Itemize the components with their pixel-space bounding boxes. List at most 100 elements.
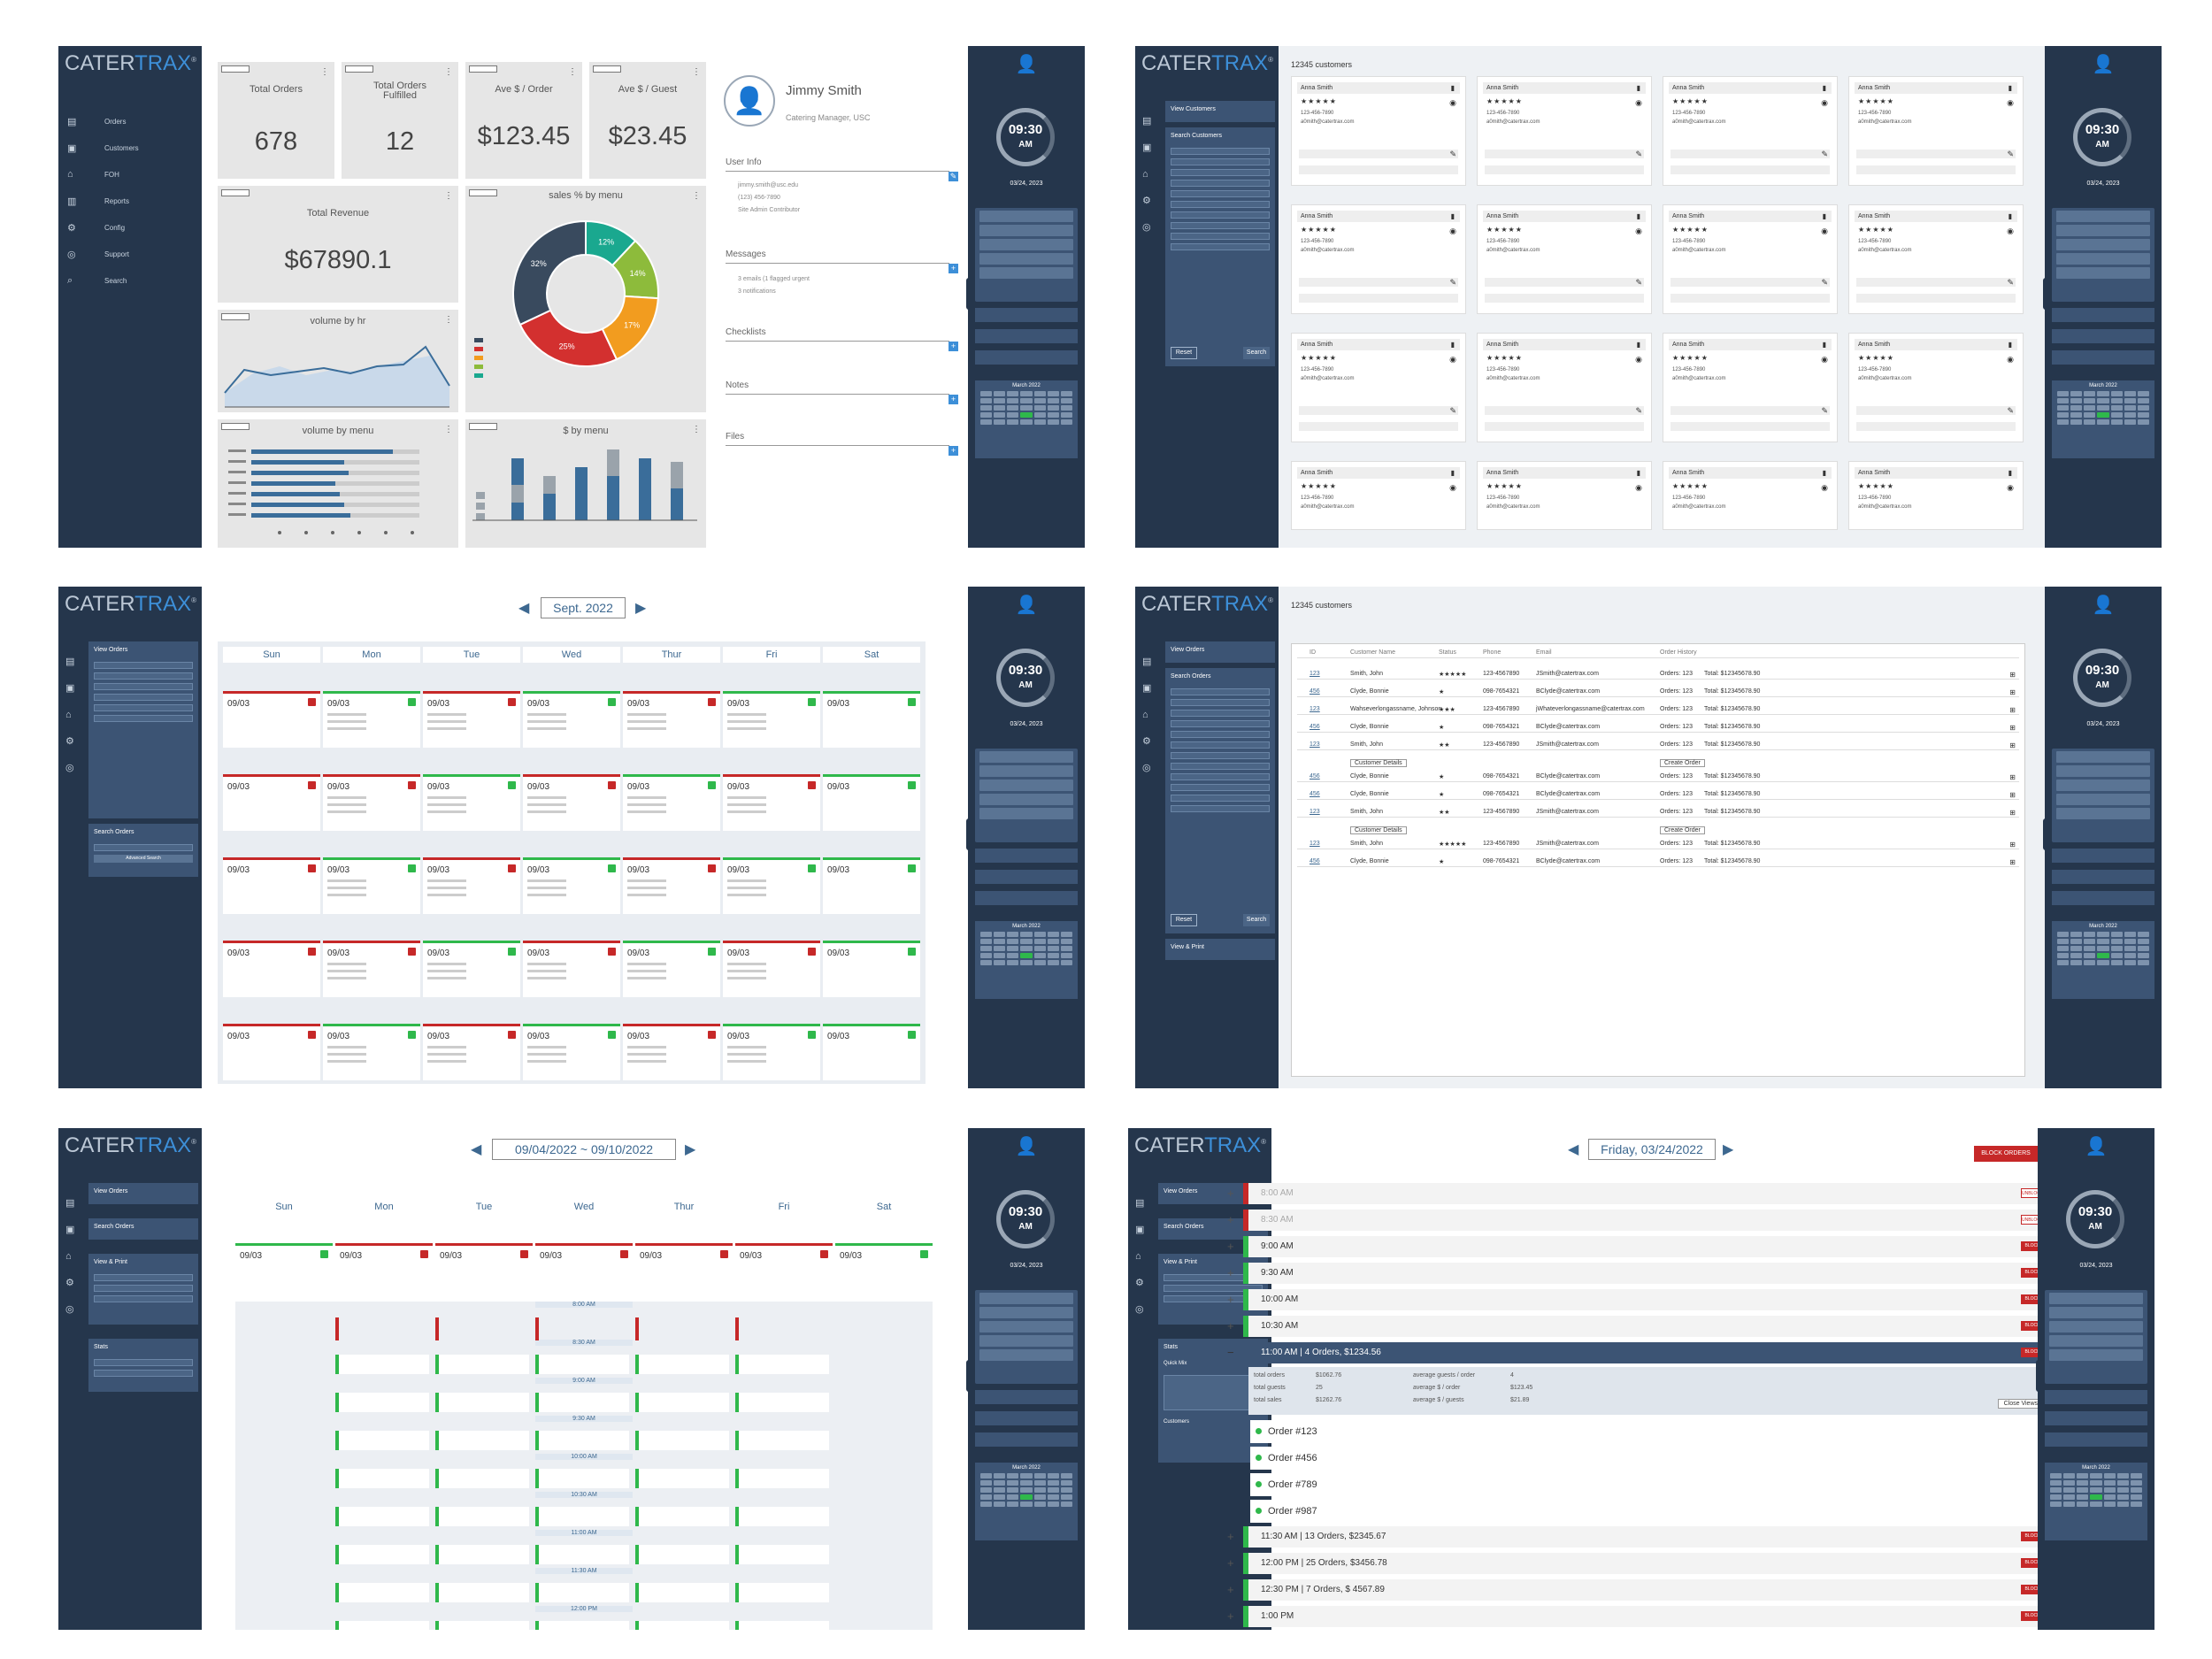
edit-icon[interactable]: ✎ bbox=[2007, 278, 2014, 287]
store-icon[interactable]: ⌂ bbox=[1135, 1251, 1141, 1262]
calendar-day-cell[interactable]: 09/03 bbox=[323, 774, 420, 831]
row-id[interactable]: 456 bbox=[1310, 858, 1320, 864]
order-row[interactable]: Order #789 bbox=[1250, 1473, 2053, 1496]
todays-orders-button[interactable] bbox=[975, 1390, 1078, 1404]
status-icon[interactable] bbox=[408, 698, 416, 706]
delete-icon[interactable]: ▮ bbox=[2008, 469, 2012, 477]
nav-foh[interactable]: ⌂ FOH bbox=[67, 161, 200, 188]
form-field[interactable] bbox=[1171, 222, 1270, 229]
status-icon[interactable] bbox=[908, 864, 916, 872]
expand-icon[interactable]: + bbox=[1227, 1609, 1234, 1623]
user-icon[interactable]: 👤 bbox=[2092, 55, 2115, 74]
row-expand-icon[interactable]: ⊞ bbox=[2009, 741, 2016, 749]
calendar-day-cell[interactable]: 09/03 bbox=[835, 1243, 933, 1298]
edit-icon[interactable]: ✎ bbox=[1449, 406, 1456, 415]
row-id[interactable]: 456 bbox=[1310, 724, 1320, 730]
row-expand-icon[interactable]: ⊞ bbox=[2009, 706, 2016, 714]
block-orders-button[interactable]: BLOCK ORDERS bbox=[1974, 1146, 2038, 1162]
pie-slice[interactable] bbox=[518, 309, 618, 367]
kebab-icon[interactable]: ⋮ bbox=[444, 191, 453, 201]
order-slot[interactable] bbox=[735, 1431, 829, 1450]
view-icon[interactable]: ◉ bbox=[1449, 98, 1456, 107]
status-icon[interactable] bbox=[608, 948, 616, 956]
expand-icon[interactable]: + bbox=[1227, 1556, 1234, 1570]
mini-calendar[interactable]: March 2022 bbox=[975, 380, 1078, 458]
calendar-day-cell[interactable]: 09/03 bbox=[223, 857, 320, 914]
expand-icon[interactable]: + bbox=[1227, 1530, 1234, 1543]
user-icon[interactable]: 👤 bbox=[1015, 1137, 1038, 1156]
calendar-day-cell[interactable]: 09/03 bbox=[423, 941, 520, 997]
nav-config[interactable]: ⚙ Config bbox=[67, 214, 200, 241]
edit-icon[interactable]: ✎ bbox=[1821, 150, 1828, 158]
delete-icon[interactable]: ▮ bbox=[2008, 341, 2012, 349]
time-slot-row[interactable]: +12:30 PM | 7 Orders, $ 4567.89 BLOCK bbox=[1227, 1579, 2053, 1601]
sidebar-toggle[interactable] bbox=[2043, 818, 2048, 850]
kebab-icon[interactable]: ⋮ bbox=[444, 425, 453, 434]
section-files[interactable]: Files bbox=[726, 432, 949, 446]
block-button[interactable]: BLOCK bbox=[2021, 1558, 2044, 1568]
customer-card[interactable]: Anna Smith ▮ ★★★★★ ◉ 123-456-7890 a0mith@cate… bbox=[1663, 333, 1838, 442]
time-slot-row[interactable]: +10:30 AM BLOCK bbox=[1227, 1316, 2053, 1337]
view-orders-section[interactable]: View Orders bbox=[1165, 641, 1275, 663]
order-slot[interactable] bbox=[635, 1583, 729, 1602]
customer-card[interactable]: Anna Smith ▮ ★★★★★ ◉ 123-456-7890 a0mith@cate… bbox=[1663, 76, 1838, 186]
status-icon[interactable] bbox=[708, 1031, 716, 1039]
calendar-day-cell[interactable]: 09/03 bbox=[235, 1243, 333, 1298]
section-checklists[interactable]: Checklists bbox=[726, 327, 949, 342]
row-expand-icon[interactable]: ⊞ bbox=[2009, 841, 2016, 849]
status-icon[interactable] bbox=[508, 948, 516, 956]
user-icon[interactable]: 👤 bbox=[2092, 595, 2115, 615]
status-icon[interactable] bbox=[520, 1250, 528, 1258]
store-icon[interactable]: ⌂ bbox=[1142, 710, 1148, 720]
order-slot[interactable] bbox=[735, 1545, 829, 1564]
edit-icon[interactable]: ✎ bbox=[949, 172, 958, 181]
status-icon[interactable] bbox=[608, 864, 616, 872]
time-slot-row[interactable]: +12:00 PM | 25 Orders, $3456.78 BLOCK bbox=[1227, 1553, 2053, 1574]
edit-icon[interactable]: ✎ bbox=[2007, 406, 2014, 415]
calendar-day-cell[interactable]: 09/03 bbox=[423, 857, 520, 914]
order-slot[interactable] bbox=[535, 1545, 629, 1564]
order-row[interactable]: Order #456 bbox=[1250, 1447, 2053, 1470]
calendar-day-cell[interactable]: 09/03 bbox=[823, 857, 920, 914]
calendar-day-cell[interactable]: 09/03 bbox=[323, 1024, 420, 1080]
todays-orders-button[interactable] bbox=[975, 849, 1078, 863]
calendar-day-cell[interactable]: 09/03 bbox=[335, 1243, 433, 1298]
edit-icon[interactable]: ✎ bbox=[1635, 150, 1642, 158]
order-slot[interactable] bbox=[435, 1469, 529, 1488]
block-button[interactable]: BLOCK bbox=[2021, 1532, 2044, 1541]
order-slot[interactable] bbox=[635, 1431, 729, 1450]
view-icon[interactable]: ◉ bbox=[1449, 227, 1456, 235]
col-phone[interactable]: Phone bbox=[1483, 649, 1502, 656]
status-icon[interactable] bbox=[508, 698, 516, 706]
week-range-title[interactable]: 09/04/2022 ~ 09/10/2022 bbox=[492, 1139, 676, 1160]
status-icon[interactable] bbox=[608, 698, 616, 706]
search-button[interactable]: Search bbox=[1243, 914, 1270, 926]
reset-button[interactable]: Reset bbox=[1171, 347, 1197, 359]
order-slot[interactable] bbox=[535, 1469, 629, 1488]
order-slot[interactable] bbox=[435, 1431, 529, 1450]
search-field[interactable] bbox=[94, 844, 193, 851]
status-icon[interactable] bbox=[808, 948, 816, 956]
delete-icon[interactable]: ▮ bbox=[1450, 84, 1455, 92]
calendar-day-cell[interactable]: 09/03 bbox=[623, 1024, 720, 1080]
calendar-day-cell[interactable]: 09/03 bbox=[323, 691, 420, 748]
row-id[interactable]: 456 bbox=[1310, 791, 1320, 797]
table-row[interactable]: 456 Clyde, Bonnie ★ 098-7654321 BClyde@cater… bbox=[1297, 856, 2019, 867]
table-row[interactable]: 123 Smith, John ★★ 123-4567890 JSmith@catert… bbox=[1297, 740, 2019, 750]
section-messages[interactable]: Messages bbox=[726, 250, 949, 264]
globe-icon[interactable]: ◎ bbox=[65, 763, 74, 773]
block-button[interactable]: BLOCK bbox=[2021, 1268, 2044, 1278]
delete-icon[interactable]: ▮ bbox=[1450, 212, 1455, 220]
table-row[interactable]: 456 Clyde, Bonnie ★ 098-7654321 BClyde@cater… bbox=[1297, 789, 2019, 800]
gear-icon[interactable]: ⚙ bbox=[65, 1278, 74, 1288]
order-slot[interactable] bbox=[335, 1393, 429, 1412]
table-row[interactable]: 123 Smith, John ★★★★★ 123-4567890 JSmith@cat… bbox=[1297, 839, 2019, 849]
todays-orders-button[interactable] bbox=[2052, 849, 2154, 863]
calendar-day-cell[interactable]: 09/03 bbox=[823, 941, 920, 997]
kebab-icon[interactable]: ⋮ bbox=[692, 67, 701, 77]
calendar-day-cell[interactable]: 09/03 bbox=[523, 857, 620, 914]
nav-orders[interactable]: ▤ Orders bbox=[67, 108, 200, 134]
row-id[interactable]: 123 bbox=[1310, 706, 1320, 712]
create-order-button[interactable]: Create Order bbox=[1660, 759, 1705, 767]
range-dropdown[interactable] bbox=[469, 423, 497, 430]
